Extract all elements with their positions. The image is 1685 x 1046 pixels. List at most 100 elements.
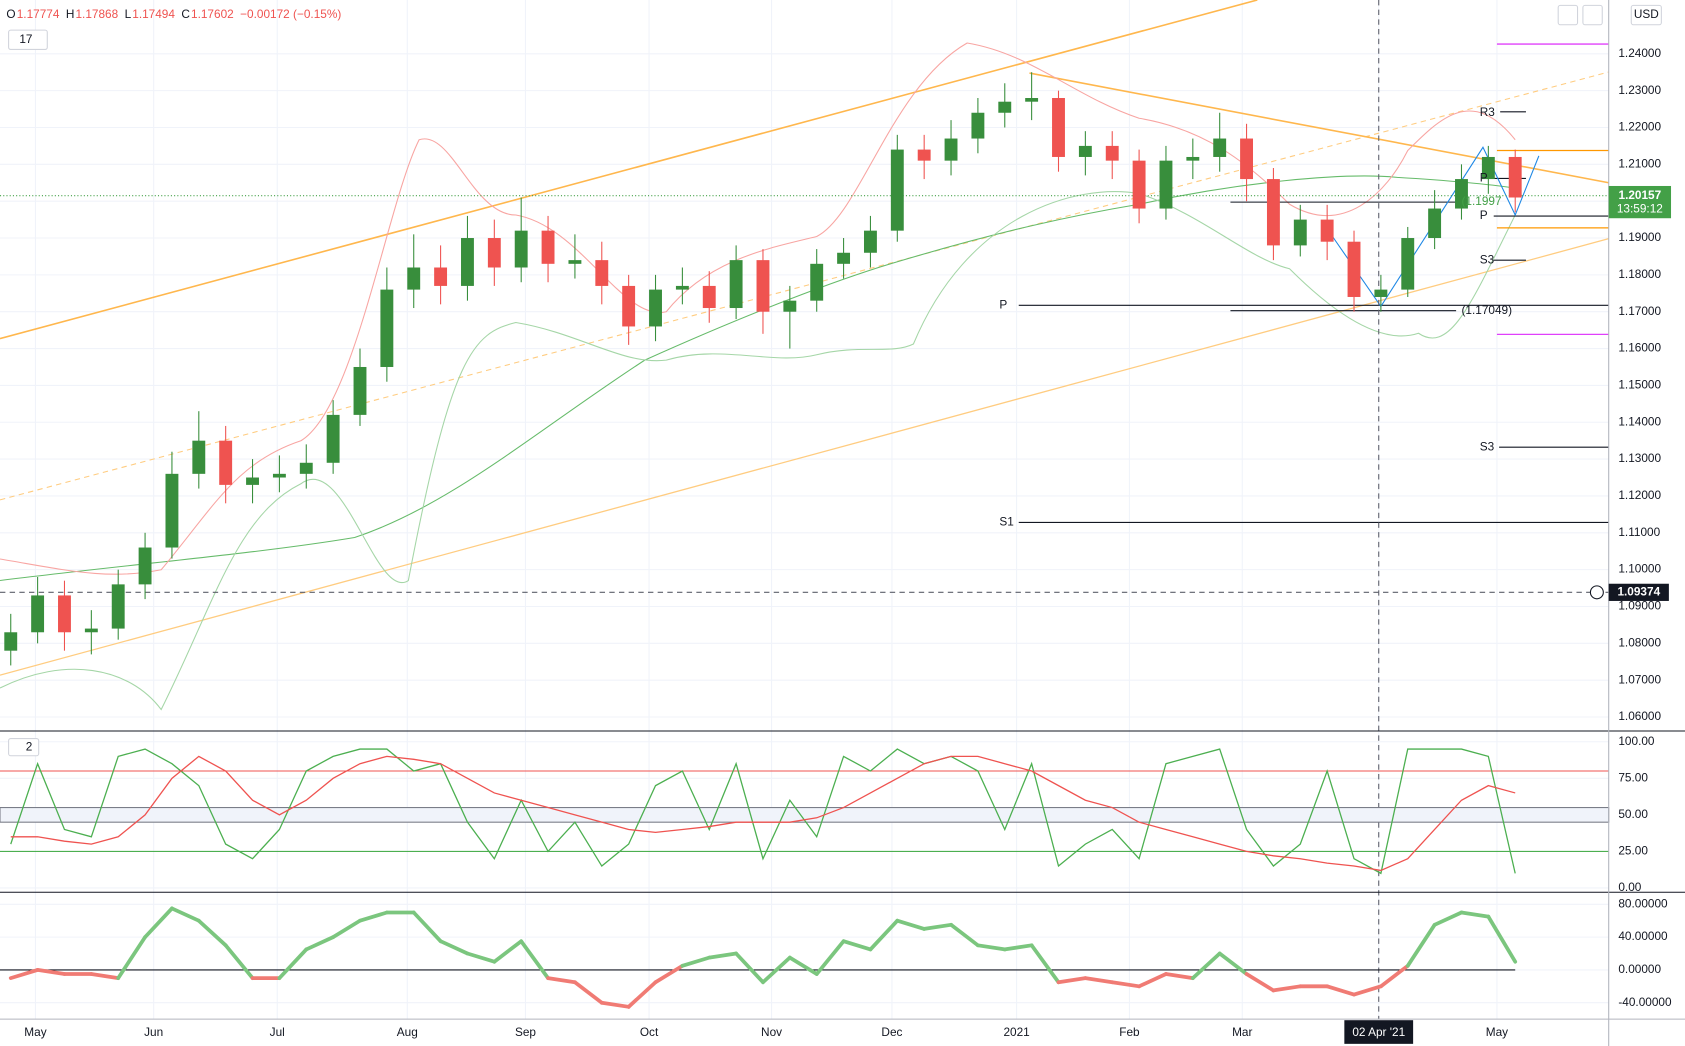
oscillator-segment	[599, 1000, 631, 1009]
y-tick-label: 1.08000	[1618, 635, 1661, 649]
oscillator-segment	[841, 939, 873, 952]
oscillator-segment	[1164, 972, 1195, 980]
candle-body	[461, 238, 474, 286]
candle-body	[514, 230, 528, 268]
crosshair-plus[interactable]	[1589, 585, 1604, 600]
candle-body	[111, 584, 125, 629]
oscillator-segment	[1432, 910, 1464, 927]
oscillator-segment	[653, 963, 685, 985]
oscillator-segment	[116, 935, 147, 980]
oscillator-segment	[223, 943, 255, 980]
oscillator-segment	[143, 906, 174, 939]
candle-body	[1320, 219, 1334, 242]
oscillator-segment	[922, 922, 953, 931]
pivot-label: P	[1480, 208, 1488, 222]
projection-line	[1332, 146, 1540, 308]
candle-body	[1266, 179, 1280, 246]
y-tick-label: 1.19000	[1618, 230, 1661, 244]
candle-body	[326, 414, 340, 463]
y-tick-label: 1.06000	[1618, 709, 1661, 723]
candle-body	[1508, 156, 1522, 198]
x-tick-label: Aug	[397, 1025, 418, 1039]
oscillator-segment	[949, 922, 980, 948]
x-tick-highlight	[1344, 1020, 1414, 1044]
last-price: 1.20157	[1619, 188, 1662, 202]
candle-body	[756, 260, 770, 312]
oscillator-segment	[787, 955, 819, 976]
y-tick-label: 25.00	[1618, 844, 1648, 858]
pivot-label: (1.1997	[1461, 194, 1501, 208]
currency[interactable]: USD	[1634, 7, 1659, 21]
bollinger-upper	[0, 42, 1516, 575]
oscillator-segment	[196, 918, 228, 948]
candle-body	[407, 267, 421, 290]
oscillator-segment	[89, 972, 121, 980]
ohlc-change: −0.00172 (−0.15%)	[240, 7, 341, 21]
oscillator-segment	[411, 910, 443, 944]
y-tick-label: 1.10000	[1618, 562, 1661, 576]
oscillator-segment	[626, 980, 658, 1009]
y-tick-label: 1.11000	[1618, 525, 1660, 539]
oscillator-segment	[358, 910, 389, 923]
oscillator-segment	[1405, 922, 1437, 968]
oscillator-segment	[1029, 943, 1061, 985]
y-tick-label: 1.09000	[1618, 599, 1661, 613]
y-tick-label: 1.14000	[1618, 414, 1661, 428]
candle-body	[1374, 289, 1388, 297]
oscillator-segment	[707, 951, 738, 960]
y-tick-label: 1.24000	[1618, 46, 1661, 60]
x-tick-label: Oct	[640, 1025, 659, 1039]
oscillator-line	[10, 755, 1516, 872]
oscillator-segment	[680, 955, 712, 968]
button[interactable]	[1557, 4, 1579, 26]
y-tick-label: 0.00000	[1618, 962, 1661, 976]
last-price-box	[1608, 185, 1672, 219]
ohlc-value: 1.17868	[75, 7, 118, 21]
oscillator-segment	[465, 951, 497, 964]
currency-box[interactable]	[1630, 4, 1662, 26]
oscillator-segment	[1325, 984, 1356, 997]
bollinger-lower	[0, 191, 1516, 711]
ohlc-label: L	[125, 7, 132, 21]
oscillator-segment	[868, 918, 900, 952]
oscillator-segment	[1110, 980, 1141, 989]
ohlc-value: 1.17494	[132, 7, 175, 21]
axis: 1.06000 1.07000 1.08000 1.09000 1.10000 1.110…	[24, 46, 1672, 1044]
y-tick-label: 1.18000	[1618, 267, 1661, 281]
oscillator-segment	[1486, 914, 1518, 964]
pivot-label: P	[999, 297, 1007, 311]
y-tick-label: 1.22000	[1618, 120, 1661, 134]
y-tick-label: -40.00000	[1618, 995, 1672, 1009]
oscillator-segment	[8, 968, 40, 980]
pivot-label: P	[1480, 171, 1488, 185]
y-tick-label: 40.00000	[1618, 929, 1668, 943]
candle-body	[595, 260, 609, 286]
badge-box	[8, 29, 48, 50]
moving-average	[0, 175, 1516, 582]
candle-body	[58, 595, 71, 633]
crosshair-price: 1.09374	[1617, 584, 1660, 598]
candle-body	[84, 628, 98, 633]
x-tick-label: May	[1486, 1025, 1508, 1039]
oscillator-segment	[1244, 972, 1276, 993]
candle-body	[1159, 160, 1173, 209]
oscillator-segment	[35, 968, 67, 976]
candle-body	[702, 285, 716, 309]
candle-body	[917, 149, 931, 161]
candle-body	[944, 138, 958, 161]
oscillator-segment	[1271, 984, 1303, 993]
pivot-label: S3	[1480, 252, 1495, 266]
candle-body	[138, 547, 152, 585]
y-tick-label: 100.00	[1618, 734, 1655, 748]
y-tick-label: 1.13000	[1618, 451, 1661, 465]
oscillator-segment	[1190, 951, 1222, 980]
candle-body	[1481, 156, 1495, 180]
trend-line	[0, 238, 1609, 676]
x-tick-label: Sep	[515, 1025, 536, 1039]
candle-body	[272, 473, 286, 478]
candle-body	[1213, 138, 1227, 157]
pivot-label: (1.17049)	[1461, 303, 1512, 317]
candle-body	[890, 149, 904, 231]
button[interactable]	[1582, 4, 1603, 26]
